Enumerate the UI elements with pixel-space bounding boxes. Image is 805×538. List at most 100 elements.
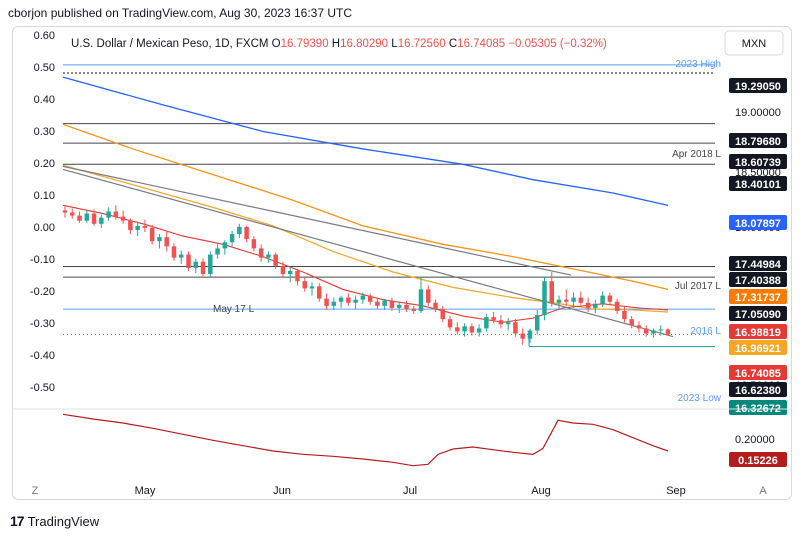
price-badge: 18.07897 — [729, 215, 787, 230]
candle-body — [440, 308, 446, 320]
candle-body — [186, 254, 191, 268]
level-label-may17: May 17 L — [213, 304, 255, 315]
candle-body — [404, 304, 409, 309]
candle-body — [280, 265, 286, 275]
left-axis-tick: 0.50 — [34, 62, 55, 74]
trendline-upper — [62, 165, 572, 276]
candle-body — [317, 286, 322, 299]
oscillator-axis-tick: 0.20000 — [735, 434, 775, 446]
candle-body — [549, 281, 555, 303]
price-badge: 16.96921 — [729, 340, 787, 355]
left-axis-tick: -0.40 — [30, 350, 55, 362]
price-badge-bg — [729, 365, 787, 380]
price-badge: 16.74085 — [729, 365, 787, 380]
x-axis-tick: Jul — [403, 485, 417, 497]
candle-body — [396, 304, 402, 308]
legend-symbol: U.S. Dollar / Mexican Peso, 1D, FXCM — [71, 38, 272, 50]
candle-body — [84, 213, 90, 221]
candle-body — [571, 297, 576, 302]
right-axis-tick: 19.00000 — [735, 107, 781, 119]
price-chart[interactable]: 0.60 0.50 0.40 0.30 0.20 0.10 0.00 -0.10 -0.20 -0… — [13, 27, 791, 499]
candle-body — [564, 299, 569, 302]
candle-body — [208, 254, 213, 275]
price-badge-bg — [729, 340, 787, 355]
price-badge-label: 18.79680 — [735, 136, 781, 148]
candle-body — [367, 295, 373, 302]
candle-body — [338, 297, 344, 302]
x-axis-tick: Jun — [273, 485, 291, 497]
candle-body — [556, 299, 562, 303]
legend-o-label: O — [272, 38, 281, 50]
price-badge-label: 19.29050 — [735, 81, 781, 93]
price-badge: 17.05090 — [729, 306, 787, 321]
price-badge: 18.79680 — [729, 133, 787, 148]
chart-frame[interactable]: 0.60 0.50 0.40 0.30 0.20 0.10 0.00 -0.10 -0.20 -0… — [12, 26, 792, 500]
x-axis-tick: Sep — [666, 485, 686, 497]
candle-body — [411, 308, 416, 311]
price-badge: 17.31737 — [729, 289, 787, 304]
candle-body — [237, 226, 242, 235]
candle-body — [375, 301, 380, 306]
candle-body — [266, 254, 271, 258]
price-badge-bg — [729, 400, 787, 415]
auto-scale-button[interactable]: A — [759, 485, 767, 497]
left-axis-tick: 0.20 — [34, 158, 55, 170]
currency-button-label: MXN — [742, 38, 767, 50]
legend-h-label: H — [332, 38, 340, 50]
candle-body — [643, 328, 649, 334]
ma-blue-line — [62, 76, 669, 206]
price-badge-bg — [729, 272, 787, 287]
legend-c-label: C — [449, 38, 457, 50]
currency-button[interactable]: MXN — [724, 30, 784, 56]
legend-l-label: L — [391, 38, 398, 50]
candle-body — [244, 226, 249, 240]
price-badge-bg — [729, 306, 787, 321]
ma-orange-line — [62, 123, 669, 291]
candle-body — [113, 211, 119, 217]
price-badge-label: 18.60739 — [735, 157, 781, 169]
tradingview-logo-text: TradingView — [27, 513, 100, 529]
candle-body — [77, 215, 82, 221]
candle-body — [229, 234, 235, 243]
left-axis-tick: 0.10 — [34, 190, 55, 202]
candle-body — [70, 212, 75, 216]
candle-body — [426, 289, 431, 303]
tradingview-logo[interactable]: 17 TradingView — [10, 513, 99, 529]
oscillator-badge: 0.15226 — [729, 452, 787, 467]
currency-button-bg — [724, 30, 784, 56]
candle-body — [62, 210, 68, 213]
price-badge-bg — [729, 154, 787, 169]
candle-body — [542, 281, 547, 316]
candle-body — [491, 317, 496, 321]
ma-yellow-line — [62, 164, 669, 313]
candle-body — [433, 302, 438, 309]
price-badge-label: 16.62380 — [735, 385, 781, 397]
candle-body — [629, 319, 634, 326]
left-axis-tick: -0.10 — [30, 254, 55, 266]
candle-body — [484, 317, 489, 329]
candle-body — [469, 326, 475, 333]
legend-close: 16.74085 — [457, 38, 508, 50]
legend-change: −0.05305 (−0.32%) — [508, 38, 607, 50]
left-axis-tick: -0.20 — [30, 286, 55, 298]
zoom-button[interactable]: Z — [32, 485, 39, 497]
price-badge: 16.32672 — [729, 400, 787, 415]
candle-body — [251, 239, 257, 249]
oscillator-badge-label: 0.15226 — [738, 455, 778, 467]
price-badge: 18.40101 — [729, 176, 787, 191]
candle-body — [498, 320, 504, 325]
x-axis-tick: Aug — [531, 485, 551, 497]
price-badge-bg — [729, 176, 787, 191]
candle-body — [324, 298, 329, 306]
candle-body — [149, 227, 155, 242]
candle-body — [447, 319, 453, 328]
candle-body — [418, 289, 424, 311]
price-badge: 16.98819 — [729, 324, 787, 339]
candle-body — [309, 286, 315, 289]
candle-body — [622, 310, 627, 320]
candle-body — [128, 220, 133, 230]
price-badge-bg — [729, 382, 787, 397]
candle-body — [353, 299, 358, 303]
candle-body — [578, 297, 584, 303]
left-axis-tick: -0.50 — [30, 382, 55, 394]
